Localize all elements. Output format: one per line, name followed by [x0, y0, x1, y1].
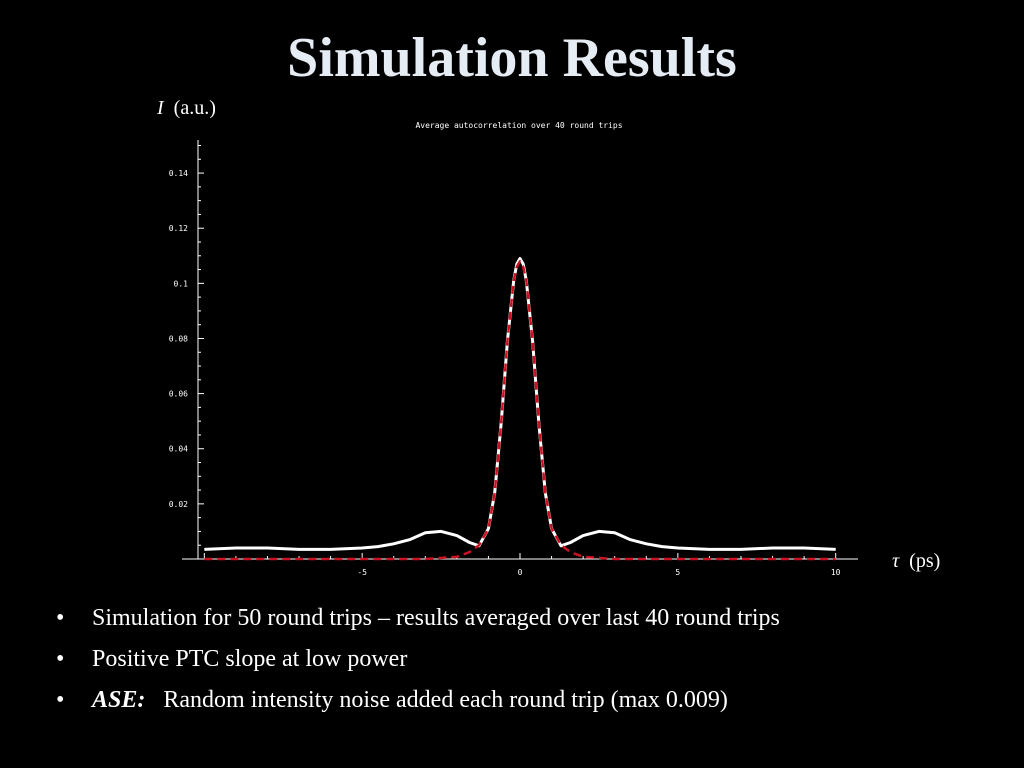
- y-axis-label: I (a.u.): [156, 97, 216, 119]
- x-axis-unit: (ps): [909, 550, 940, 572]
- y-tick-label: 0.1: [174, 279, 189, 288]
- bullet-mark: •: [56, 605, 65, 631]
- slide-title: Simulation Results: [287, 27, 737, 89]
- bullet-item: • Positive PTC slope at low power: [52, 645, 1012, 673]
- autocorrelation-curve: [204, 257, 836, 551]
- y-axis-unit: (a.u.): [174, 97, 216, 119]
- bullet-mark: •: [56, 646, 65, 672]
- x-tick-label: 0: [518, 568, 523, 577]
- y-tick-label: 0.06: [169, 390, 188, 399]
- chart-title: Average autocorrelation over 40 round tr…: [415, 121, 622, 130]
- y-tick-label: 0.04: [169, 445, 188, 454]
- y-tick-label: 0.08: [169, 334, 188, 343]
- y-axis-symbol: I: [156, 97, 165, 119]
- x-axis-label: τ (ps): [892, 550, 940, 572]
- bullet-text: Positive PTC slope at low power: [92, 646, 408, 672]
- bullet-mark: •: [56, 687, 65, 713]
- x-tick-label: 5: [675, 568, 680, 577]
- bullet-list: • Simulation for 50 round trips – result…: [52, 604, 1012, 727]
- bullet-item: • ASE: Random intensity noise added each…: [52, 686, 1012, 714]
- fit-curve-dashed: [204, 260, 836, 561]
- y-tick-label: 0.12: [169, 224, 188, 233]
- autocorrelation-chart: Average autocorrelation over 40 round tr…: [156, 97, 940, 577]
- x-tick-label: -5: [357, 568, 367, 577]
- y-tick-label: 0.14: [169, 169, 188, 178]
- y-tick-label: 0.02: [169, 500, 188, 509]
- bullet-item: • Simulation for 50 round trips – result…: [52, 604, 1012, 632]
- x-tick-label: 10: [831, 568, 841, 577]
- bullet-text: Simulation for 50 round trips – results …: [92, 605, 780, 631]
- plot-area: -5 0 5 10 0.02 0.04 0.06 0.08 0.1 0.12 0.14: [169, 140, 858, 577]
- bullet-text: Random intensity noise added each round …: [163, 687, 728, 713]
- bullet-lead: ASE:: [92, 687, 146, 713]
- x-axis-symbol: τ: [892, 550, 900, 572]
